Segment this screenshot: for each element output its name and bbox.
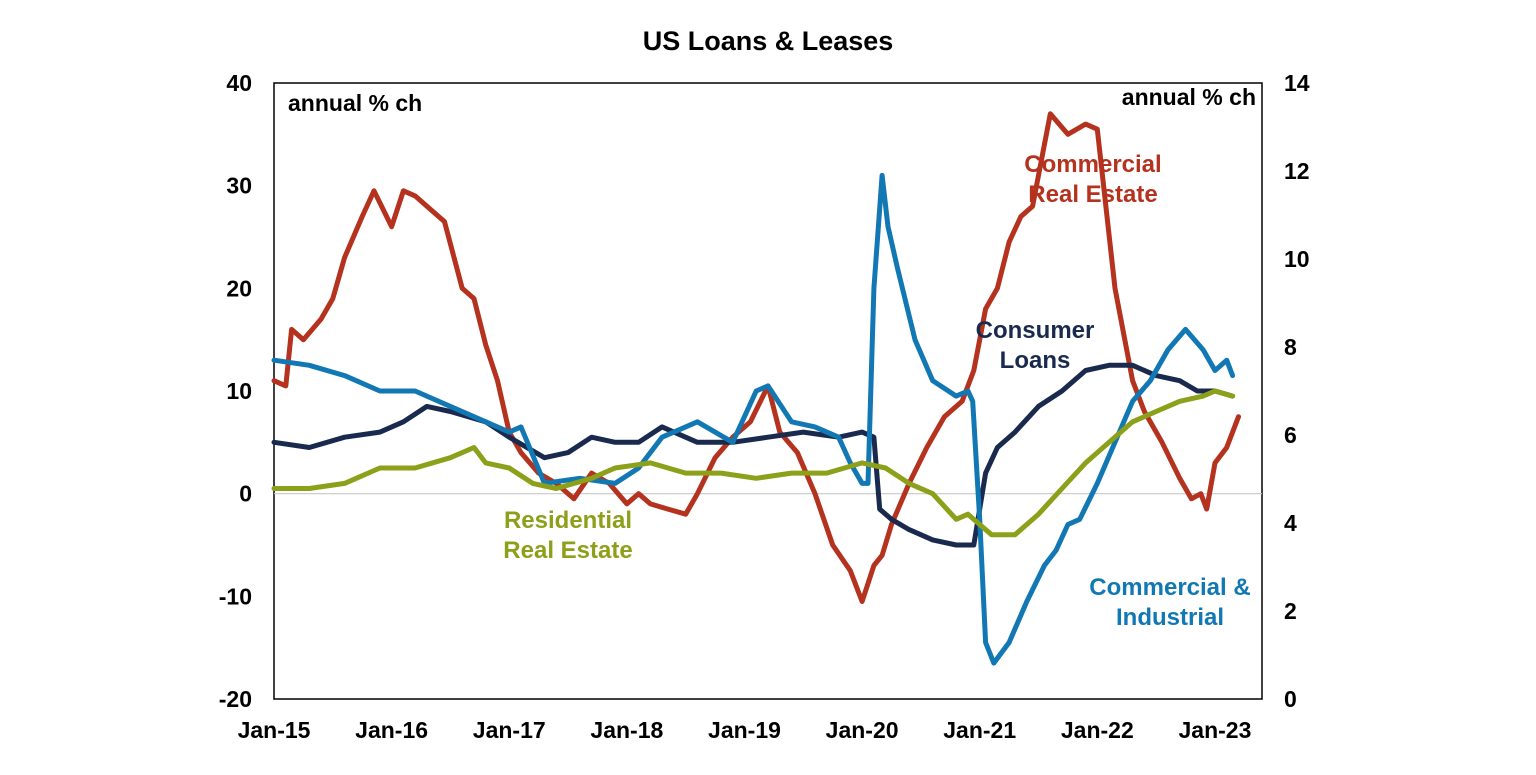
x-axis-ticks: Jan-15 Jan-16 Jan-17 Jan-18 Jan-19 Jan-20 Jan-… (238, 717, 1252, 743)
left-tick-label: -10 (219, 583, 252, 609)
chart-title: US Loans & Leases (643, 26, 894, 56)
series-label-commercial-real-estate: Real Estate (1028, 181, 1157, 208)
plot-frame (273, 82, 1263, 700)
right-tick-label: 6 (1284, 422, 1297, 448)
series-label-consumer-loans: Loans (1000, 347, 1071, 374)
series-line-residential-real-estate (271, 388, 1236, 538)
right-axis-ticks: 0 2 4 6 8 10 12 14 (1284, 70, 1310, 712)
x-tick-label: Jan-17 (473, 717, 546, 743)
series-layer (271, 111, 1241, 666)
series-label-commercial-real-estate: Commercial (1024, 151, 1161, 178)
left-tick-label: 30 (226, 173, 252, 199)
series-label-commercial-industrial: Commercial & (1089, 574, 1250, 601)
left-tick-label: 40 (226, 70, 252, 96)
left-tick-label: -20 (219, 686, 252, 712)
series-line-commercial-industrial (271, 172, 1236, 666)
right-tick-label: 2 (1284, 598, 1297, 624)
right-axis-unit-label: annual % ch (1122, 84, 1256, 110)
left-tick-label: 20 (226, 275, 252, 301)
right-tick-label: 10 (1284, 246, 1310, 272)
left-axis-ticks: -20 -10 0 10 20 30 40 (219, 70, 252, 712)
left-tick-label: 10 (226, 378, 252, 404)
series-labels: Commercial Real Estate Consumer Loans Commer… (503, 151, 1250, 631)
x-tick-label: Jan-15 (238, 717, 311, 743)
x-tick-label: Jan-23 (1179, 717, 1252, 743)
series-label-residential-real-estate: Real Estate (503, 537, 632, 564)
series-label-consumer-loans: Consumer (976, 317, 1095, 344)
left-axis-unit-label: annual % ch (288, 90, 422, 116)
plot-border (273, 82, 1263, 700)
right-tick-label: 14 (1284, 70, 1310, 96)
series-label-residential-real-estate: Residential (504, 507, 632, 534)
right-tick-label: 0 (1284, 686, 1297, 712)
right-tick-label: 8 (1284, 334, 1297, 360)
x-tick-label: Jan-21 (943, 717, 1016, 743)
x-tick-label: Jan-20 (826, 717, 899, 743)
series-label-commercial-industrial: Industrial (1116, 604, 1224, 631)
right-tick-label: 12 (1284, 158, 1310, 184)
x-tick-label: Jan-22 (1061, 717, 1134, 743)
x-tick-label: Jan-16 (355, 717, 428, 743)
right-tick-label: 4 (1284, 510, 1297, 536)
left-tick-label: 0 (239, 481, 252, 507)
x-tick-label: Jan-18 (590, 717, 663, 743)
x-tick-label: Jan-19 (708, 717, 781, 743)
